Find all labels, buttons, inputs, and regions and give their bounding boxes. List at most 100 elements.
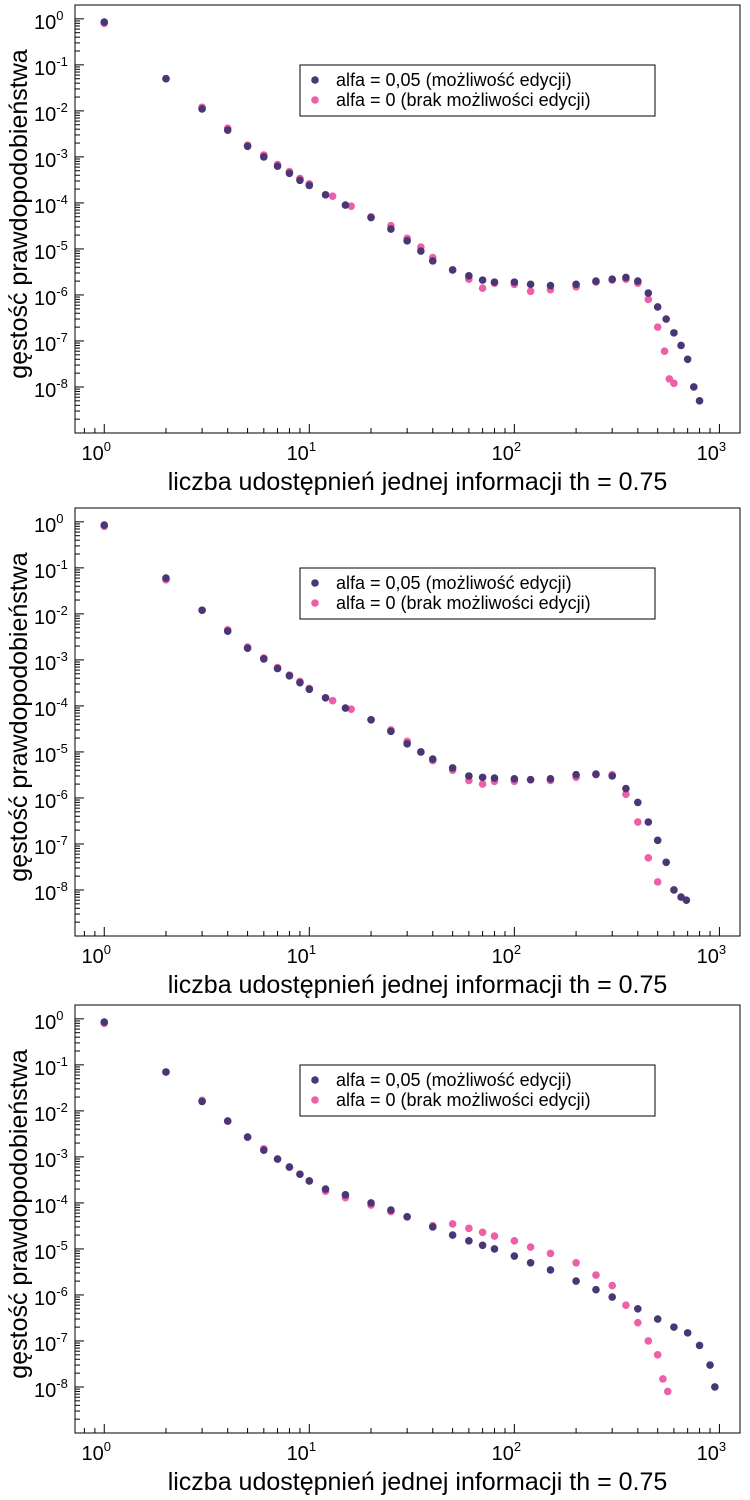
data-point <box>162 574 170 582</box>
data-point <box>644 854 653 862</box>
data-point <box>706 1361 714 1369</box>
data-point <box>663 1387 672 1396</box>
data-point <box>243 1133 252 1141</box>
y-tick-label: 10-6 <box>34 787 68 813</box>
data-point <box>285 672 294 680</box>
x-axis-label: liczba udostępnień jednej informacji th … <box>168 1468 668 1496</box>
data-point <box>465 772 473 780</box>
x-tick-label: 101 <box>287 439 316 465</box>
y-axis-label: gęstość prawdopodobieństwa <box>5 1049 33 1378</box>
data-point <box>510 278 519 286</box>
data-point <box>321 694 330 702</box>
legend-box <box>299 567 656 620</box>
data-point <box>403 1212 411 1221</box>
x-axis-label: liczba udostępnień jednej informacji th … <box>168 468 668 496</box>
data-point <box>526 775 535 784</box>
data-point <box>387 225 395 233</box>
data-point <box>347 705 355 713</box>
data-point <box>285 169 294 178</box>
data-point <box>695 1341 704 1350</box>
data-point <box>198 1097 206 1106</box>
data-point <box>478 1228 487 1237</box>
data-point <box>670 886 678 894</box>
data-point <box>670 329 678 337</box>
data-point <box>448 764 457 772</box>
data-point <box>572 770 580 779</box>
y-tick-label: 10-1 <box>34 557 68 583</box>
data-point <box>682 896 691 904</box>
data-point <box>417 247 425 255</box>
data-point <box>572 280 580 289</box>
y-tick-label: 10-6 <box>34 1284 68 1310</box>
data-point <box>546 1266 555 1274</box>
data-point <box>260 153 268 161</box>
legend-marker <box>311 1096 319 1104</box>
data-point <box>653 878 662 886</box>
legend-label: alfa = 0,05 (możliwość edycji) <box>336 573 572 593</box>
data-point <box>644 289 653 297</box>
data-point <box>653 1351 662 1359</box>
data-point <box>367 1199 375 1207</box>
legend-label: alfa = 0 (brak możliwości edycji) <box>336 1090 591 1110</box>
y-tick-label: 10-8 <box>34 879 68 905</box>
y-tick-label: 10-6 <box>34 284 68 310</box>
data-point <box>608 772 616 780</box>
data-point <box>670 379 678 388</box>
data-point <box>572 1258 580 1267</box>
chart-panel-top: 100 101 102 103 100 10-1 10-2 10-3 10-4 10-5 10-6 1… <box>5 4 741 496</box>
data-point <box>243 644 252 652</box>
data-point <box>162 1068 170 1076</box>
data-point <box>478 276 487 284</box>
data-point <box>634 818 642 826</box>
legend-label: alfa = 0,05 (możliwość edycji) <box>336 70 572 90</box>
data-point <box>198 606 206 615</box>
data-point <box>478 284 487 293</box>
y-tick-label: 10-8 <box>34 1376 68 1402</box>
data-point <box>695 397 704 405</box>
data-point <box>592 770 600 778</box>
data-point <box>592 1285 600 1294</box>
data-point <box>387 1206 395 1214</box>
data-point <box>223 627 232 636</box>
data-point <box>490 1232 499 1240</box>
y-tick-label: 10-1 <box>34 1054 68 1080</box>
data-point <box>659 1375 667 1383</box>
y-tick-label: 100 <box>34 511 63 537</box>
legend-box <box>299 1064 656 1117</box>
data-point <box>273 664 282 673</box>
data-point <box>465 1224 473 1233</box>
data-point <box>478 780 487 788</box>
data-point <box>296 1170 304 1179</box>
y-tick-label: 10-2 <box>34 603 68 629</box>
legend-marker <box>311 96 319 104</box>
data-point <box>689 383 698 391</box>
data-point <box>622 1301 630 1309</box>
data-point <box>526 280 535 289</box>
data-point <box>526 287 535 296</box>
data-point <box>341 704 350 712</box>
x-tick-label: 100 <box>82 942 111 968</box>
data-point <box>653 303 662 311</box>
data-point <box>403 740 411 748</box>
x-tick-label: 103 <box>697 942 726 968</box>
data-point <box>305 685 314 694</box>
x-axis-label: liczba udostępnień jednej informacji th … <box>168 971 668 999</box>
legend-label: alfa = 0,05 (możliwość edycji) <box>336 1070 572 1090</box>
y-tick-label: 10-8 <box>34 376 68 402</box>
data-point <box>634 1305 642 1313</box>
data-point <box>490 1245 499 1253</box>
data-point <box>490 774 499 782</box>
data-point <box>465 272 473 280</box>
data-point <box>341 201 350 209</box>
data-point <box>478 1241 487 1250</box>
data-point <box>321 191 330 199</box>
y-tick-label: 10-4 <box>34 192 68 218</box>
data-point <box>634 798 642 807</box>
data-point <box>223 1117 232 1125</box>
chart-panel-middle: 100 101 102 103 100 10-1 10-2 10-3 10-4 10-5 10-6 1… <box>5 507 741 999</box>
y-tick-label: 10-3 <box>34 649 68 675</box>
data-point <box>490 278 499 286</box>
y-tick-label: 10-5 <box>34 238 68 264</box>
data-point <box>653 1315 662 1323</box>
y-tick-label: 10-7 <box>34 833 68 859</box>
